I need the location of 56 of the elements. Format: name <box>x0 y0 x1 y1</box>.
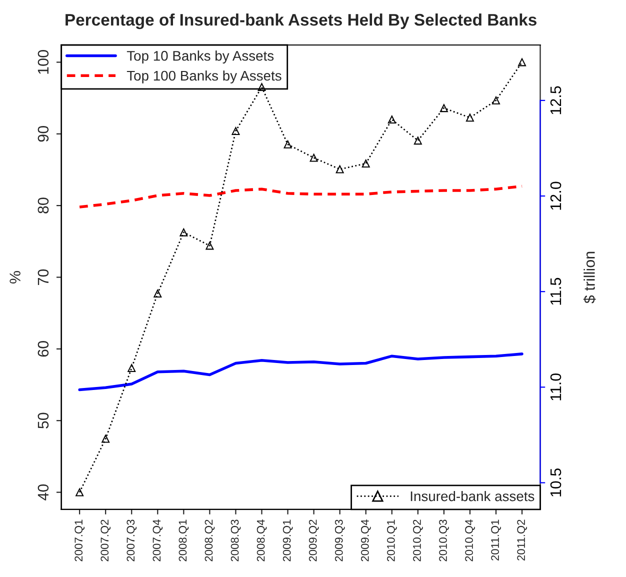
point <box>414 136 422 145</box>
point <box>518 58 526 66</box>
chart-title: Percentage of Insured-bank Assets Held By Selected Banks <box>66 13 536 30</box>
point <box>76 488 84 496</box>
x-tick-label: 2010.Q1 <box>387 520 397 562</box>
x-tick-label: 2010.Q4 <box>465 520 475 562</box>
y2-tick-label: 11.5 <box>550 278 562 305</box>
y2-axis-title: $ trillion <box>583 252 596 304</box>
point <box>284 140 292 148</box>
x-tick-label: 2007.Q3 <box>126 520 137 562</box>
legend-label: Insured-bank assets <box>410 490 534 502</box>
x-tick-label: 2011.Q2 <box>517 520 527 560</box>
x-tick-label: 2008.Q3 <box>230 520 241 562</box>
legend-label: Top 10 Banks by Assets <box>126 50 274 64</box>
point <box>154 290 162 298</box>
x-tick-label: 2009.Q4 <box>360 520 371 562</box>
x-tick-label: 2008.Q1 <box>178 520 189 562</box>
point <box>180 228 188 236</box>
x-tick-label: 2009.Q1 <box>282 520 293 562</box>
y-tick-label: 100 <box>38 50 49 74</box>
line-series <box>78 352 524 392</box>
y-tick-label: 50 <box>38 412 49 428</box>
x-tick-label: 2007.Q4 <box>152 520 163 562</box>
x-tick-label: 2008.Q2 <box>204 520 215 562</box>
point <box>310 154 318 162</box>
x-tick-label: 2010.Q2 <box>413 520 423 562</box>
y-tick-label: 60 <box>38 341 49 357</box>
point <box>362 160 370 168</box>
legend-label: Top 100 Banks by Assets <box>126 70 282 84</box>
y2-tick-label: 11.0 <box>550 373 562 400</box>
y-axis-title: % <box>10 271 20 284</box>
point <box>466 114 474 122</box>
x-tick-label: 2011.Q1 <box>491 520 501 560</box>
point <box>336 165 344 174</box>
y-tick-label: 40 <box>38 484 49 500</box>
point <box>102 434 110 443</box>
point <box>440 104 448 112</box>
y2-tick-label: 12.5 <box>550 86 562 114</box>
point <box>258 83 266 92</box>
x-tick-label: 2007.Q2 <box>100 520 111 562</box>
y2-tick-label: 12.0 <box>550 182 562 210</box>
point <box>128 364 136 372</box>
point <box>206 242 214 250</box>
x-tick-label: 2010.Q3 <box>439 520 449 562</box>
point <box>388 116 396 124</box>
point <box>492 96 500 104</box>
y-tick-label: 70 <box>38 269 49 285</box>
point <box>232 127 240 136</box>
x-tick-label: 2007.Q1 <box>74 520 85 562</box>
line-series <box>78 184 524 208</box>
x-tick-label: 2009.Q2 <box>308 520 319 562</box>
y-tick-label: 80 <box>38 198 49 214</box>
y2-tick-label: 10.5 <box>550 468 562 496</box>
x-tick-label: 2008.Q4 <box>256 520 267 562</box>
x-tick-label: 2009.Q3 <box>334 520 345 562</box>
y-tick-label: 90 <box>38 126 49 142</box>
